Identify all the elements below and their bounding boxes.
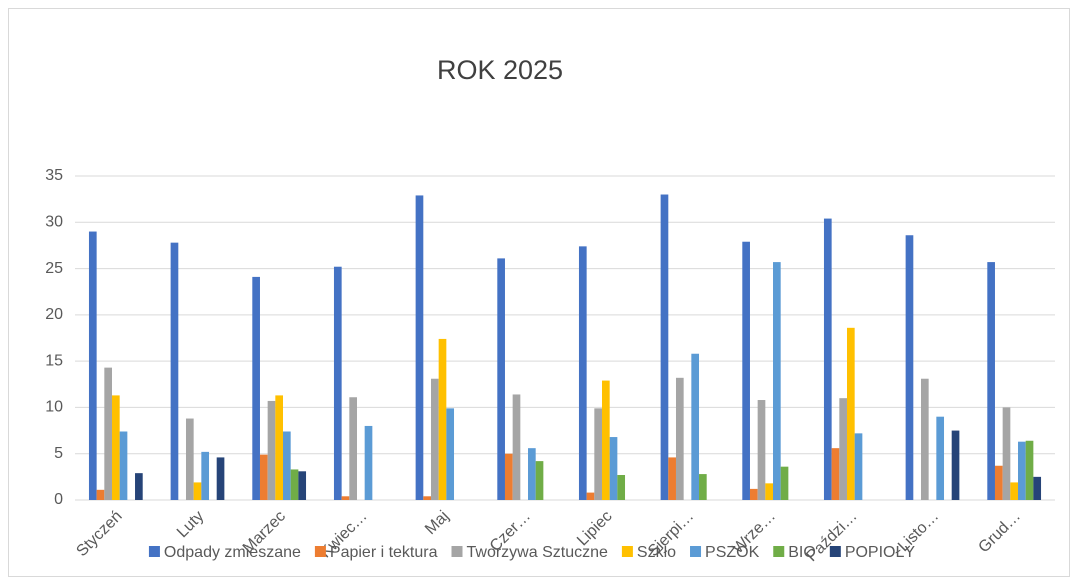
- legend-swatch: [148, 546, 160, 557]
- bar: [905, 235, 914, 500]
- bar: [512, 394, 521, 500]
- bar: [757, 400, 766, 500]
- bar: [349, 397, 357, 500]
- bar: [430, 378, 439, 500]
- y-tick-label: 30: [45, 214, 63, 231]
- bar: [660, 194, 669, 500]
- bar: [283, 431, 291, 500]
- bar: [216, 457, 225, 500]
- bar: [854, 433, 863, 500]
- bar: [668, 457, 676, 500]
- bar: [920, 378, 929, 500]
- bar: [446, 408, 455, 500]
- y-tick-label: 5: [54, 445, 63, 462]
- bar: [170, 242, 179, 500]
- legend-swatch: [773, 546, 785, 557]
- bar: [951, 430, 960, 500]
- bar: [601, 380, 610, 500]
- bar: [341, 496, 350, 500]
- bar: [423, 496, 431, 500]
- bar: [1033, 476, 1042, 500]
- bar: [765, 483, 774, 500]
- bar: [201, 451, 210, 500]
- bar: [259, 454, 268, 500]
- bar: [185, 418, 194, 500]
- legend-label: Odpady zmieszane: [164, 544, 301, 561]
- bar: [839, 398, 847, 500]
- bar: [586, 492, 595, 500]
- bar: [1018, 441, 1026, 500]
- legend-swatch: [314, 546, 326, 557]
- legend-swatch: [690, 546, 702, 557]
- legend-label: Tworzywa Sztuczne: [467, 544, 608, 561]
- bar: [111, 395, 120, 500]
- bar: [275, 395, 284, 500]
- bar: [609, 437, 618, 500]
- bar: [617, 475, 626, 500]
- bar: [290, 469, 299, 500]
- legend-label: Szkło: [637, 544, 676, 561]
- bar: [415, 195, 424, 500]
- bar: [773, 262, 781, 500]
- legend-swatch: [829, 546, 841, 557]
- bar: [298, 471, 307, 500]
- bar: [252, 276, 260, 500]
- legend-swatch: [621, 546, 633, 557]
- bar: [333, 266, 342, 500]
- legend-label: POPIOŁY: [845, 544, 916, 561]
- y-tick-label: 35: [45, 167, 63, 184]
- chart-title: ROK 2025: [437, 55, 563, 85]
- bar: [104, 367, 112, 500]
- bar: [88, 231, 97, 501]
- bar: [1010, 482, 1019, 500]
- y-tick-label: 25: [45, 260, 63, 277]
- bar: [438, 338, 447, 500]
- bar: [193, 482, 202, 500]
- y-tick-label: 15: [45, 352, 63, 369]
- y-tick-label: 10: [45, 399, 63, 416]
- bar: [742, 241, 750, 500]
- y-tick-label: 0: [54, 491, 63, 508]
- bar: [135, 473, 143, 500]
- bar: [1002, 407, 1011, 500]
- legend-label: BIO: [788, 544, 816, 561]
- bar: [267, 400, 276, 500]
- bar: [1025, 440, 1034, 500]
- bar: [578, 246, 587, 500]
- legend-label: PSZOK: [705, 544, 760, 561]
- bar: [119, 431, 128, 500]
- bar: [528, 448, 536, 500]
- bar: [823, 218, 832, 500]
- bar: [846, 327, 855, 500]
- bar: [594, 408, 602, 500]
- bar: [936, 416, 945, 500]
- bar: [504, 453, 513, 500]
- bar: [987, 262, 995, 500]
- bar: [535, 461, 544, 500]
- legend-label: Papier i tektura: [330, 544, 438, 561]
- legend-swatch: [451, 546, 463, 557]
- bar: [831, 448, 840, 500]
- bar: [364, 425, 373, 500]
- bar: [96, 489, 105, 500]
- y-tick-label: 20: [45, 306, 63, 323]
- bar: [994, 465, 1003, 500]
- bar: [675, 377, 684, 500]
- bar: [749, 488, 758, 500]
- bar: [699, 474, 707, 500]
- bar: [691, 353, 700, 500]
- bar: [497, 258, 505, 500]
- bar: [780, 466, 789, 500]
